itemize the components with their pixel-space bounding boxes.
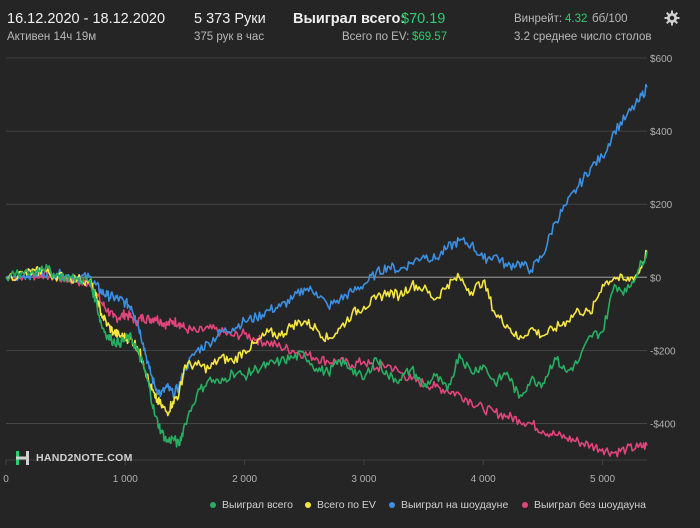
winrate-unit: бб/100 xyxy=(592,13,628,25)
x-tick-label: 1 000 xyxy=(113,474,138,485)
winrate-label: Винрейт: xyxy=(514,13,563,25)
series-ev xyxy=(5,249,648,417)
ev-total-label: Всего по EV: xyxy=(342,31,410,43)
legend-dot xyxy=(522,502,528,508)
legend-dot xyxy=(389,502,395,508)
won-total-label: Выиграл всего: xyxy=(293,11,406,27)
bankroll-chart: $600 $400 $200 $0 -$200 -$400 0 1 000 2 000 3 000… xyxy=(3,54,676,485)
legend-label: Выиграл всего xyxy=(222,499,293,511)
legend-item-showdown[interactable]: Выиграл на шоудауне xyxy=(389,499,508,511)
y-tick-label: $0 xyxy=(650,273,662,284)
grid-lines xyxy=(5,57,647,465)
chart-legend: Выиграл всего Всего по EV Выиграл на шоу… xyxy=(0,499,700,519)
legend-item-nonshowdown[interactable]: Выиграл без шоудауна xyxy=(522,499,646,511)
y-tick-label: -$400 xyxy=(650,419,676,430)
h2n-logo-icon xyxy=(16,451,29,465)
hand2note-logo: HAND2NOTE.COM xyxy=(14,448,133,468)
series-lines xyxy=(5,83,648,458)
x-tick-label: 5 000 xyxy=(590,474,615,485)
y-tick-label: $200 xyxy=(650,200,673,211)
won-total-value: $70.19 xyxy=(401,11,446,27)
x-tick-label: 4 000 xyxy=(471,474,496,485)
y-tick-label: $400 xyxy=(650,127,673,138)
series-nonshowdown xyxy=(5,269,648,458)
y-tick-label: -$200 xyxy=(650,346,676,357)
active-time: Активен 14ч 19м xyxy=(7,31,97,43)
ev-total-value: $69.57 xyxy=(412,31,448,43)
logo-text: HAND2NOTE.COM xyxy=(36,452,133,464)
legend-item-won-total[interactable]: Выиграл всего xyxy=(210,499,293,511)
legend-dot xyxy=(305,502,311,508)
series-showdown xyxy=(5,83,648,400)
hands-count: 5 373 Руки xyxy=(194,11,266,27)
y-tick-label: $600 xyxy=(650,54,673,65)
axis-ticks: $600 $400 $200 $0 -$200 -$400 0 1 000 2 000 3 000… xyxy=(3,54,676,485)
legend-dot xyxy=(210,502,216,508)
winrate-value: 4.32 xyxy=(565,13,588,25)
series-won-total xyxy=(5,251,648,448)
legend-label: Выиграл без шоудауна xyxy=(534,499,646,511)
legend-label: Всего по EV xyxy=(317,499,376,511)
stats-header: 16.12.2020 - 18.12.2020 Активен 14ч 19м … xyxy=(0,0,700,50)
hands-per-hour: 375 рук в час xyxy=(194,31,265,43)
x-tick-label: 2 000 xyxy=(232,474,257,485)
legend-item-ev[interactable]: Всего по EV xyxy=(305,499,376,511)
x-tick-label: 3 000 xyxy=(351,474,376,485)
date-range: 16.12.2020 - 18.12.2020 xyxy=(7,11,166,27)
gear-icon[interactable] xyxy=(664,10,680,26)
x-tick-label: 0 xyxy=(3,474,9,485)
legend-label: Выиграл на шоудауне xyxy=(401,499,509,511)
avg-tables: 3.2 среднее число столов xyxy=(514,31,652,43)
